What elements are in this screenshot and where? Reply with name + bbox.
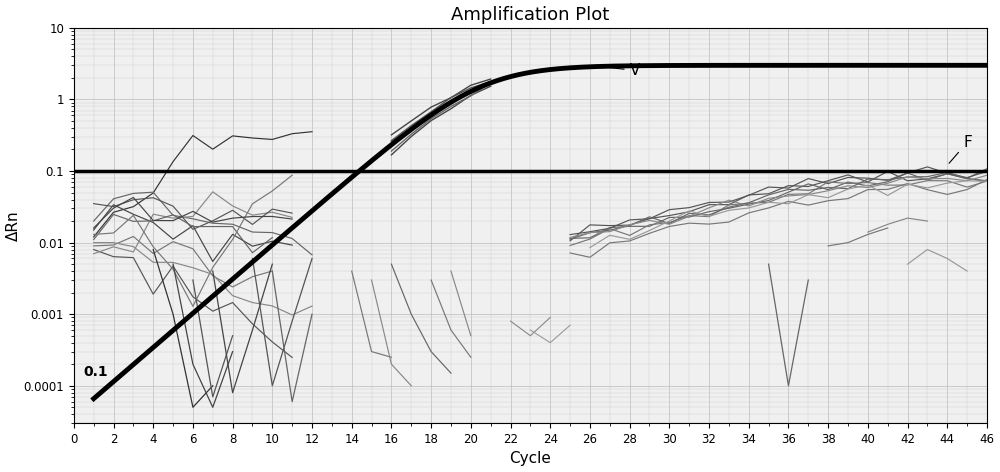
Y-axis label: ΔRn: ΔRn <box>6 210 21 241</box>
Title: Amplification Plot: Amplification Plot <box>451 6 610 24</box>
X-axis label: Cycle: Cycle <box>509 451 551 466</box>
Text: 0.1: 0.1 <box>84 365 108 379</box>
Text: V: V <box>603 63 640 78</box>
Text: F: F <box>949 135 972 163</box>
